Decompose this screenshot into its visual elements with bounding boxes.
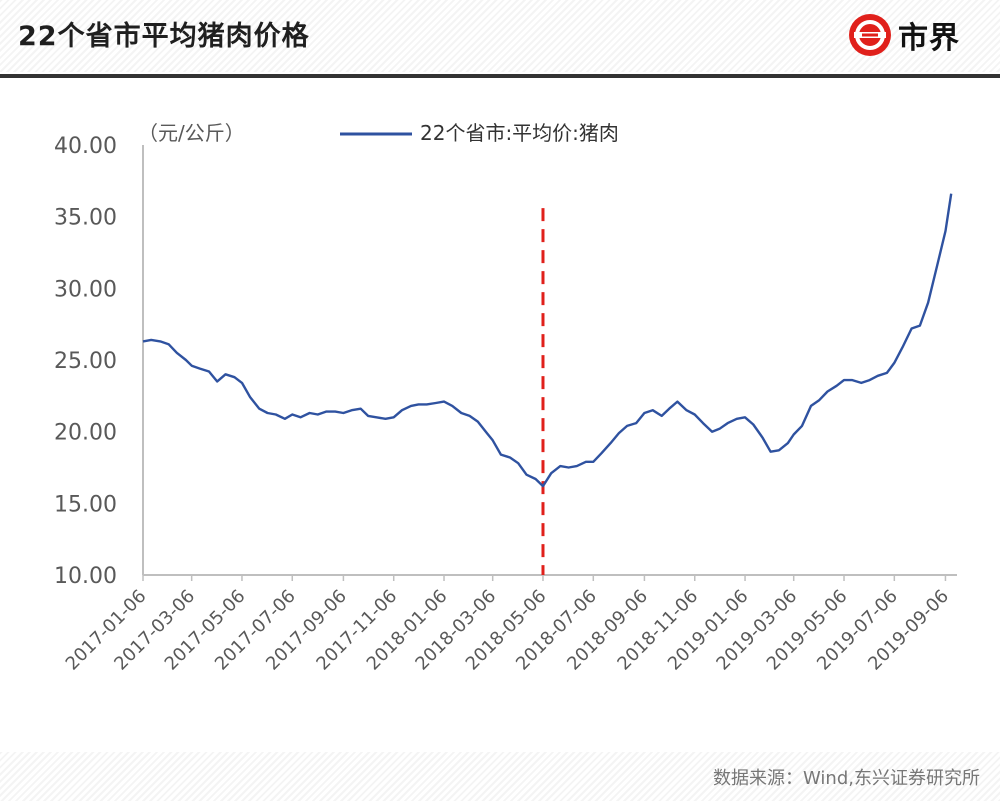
header-bar: 22个省市平均猪肉价格 市界 (0, 0, 1000, 72)
source-note: 数据来源：Wind,东兴证券研究所 (713, 768, 980, 789)
y-tick-labels: 10.00 15.00 20.00 25.00 30.00 35.00 40.00 (54, 134, 117, 589)
y-tick-label: 20.00 (54, 421, 117, 446)
brand-name: 市界 (898, 21, 960, 56)
x-tick-marks (142, 575, 947, 581)
y-tick-label: 40.00 (54, 134, 117, 159)
y-tick-label: 35.00 (54, 206, 117, 231)
brand-logo-icon (849, 14, 891, 56)
y-tick-label: 30.00 (54, 277, 117, 302)
y-tick-label: 25.00 (54, 349, 117, 374)
legend-label: 22个省市:平均价:猪肉 (420, 121, 619, 145)
page-title: 22个省市平均猪肉价格 (18, 21, 310, 52)
series-line-pork-price (142, 193, 953, 488)
brand: 市界 (848, 12, 960, 58)
header-divider (0, 74, 1000, 78)
chart-area: （元/公斤） 22个省市:平均价:猪肉 10.00 15.00 20.00 25.00… (0, 78, 1000, 750)
footer-bar: 数据来源：Wind,东兴证券研究所 (0, 752, 1000, 801)
axes (142, 145, 957, 576)
x-tick-labels: 2017-01-062017-03-062017-05-062017-07-06… (62, 586, 953, 675)
y-tick-label: 10.00 (54, 564, 117, 589)
legend: 22个省市:平均价:猪肉 (340, 121, 619, 145)
y-tick-label: 15.00 (54, 492, 117, 517)
y-unit-label: （元/公斤） (138, 121, 245, 145)
line-chart: （元/公斤） 22个省市:平均价:猪肉 10.00 15.00 20.00 25.00… (54, 121, 957, 675)
